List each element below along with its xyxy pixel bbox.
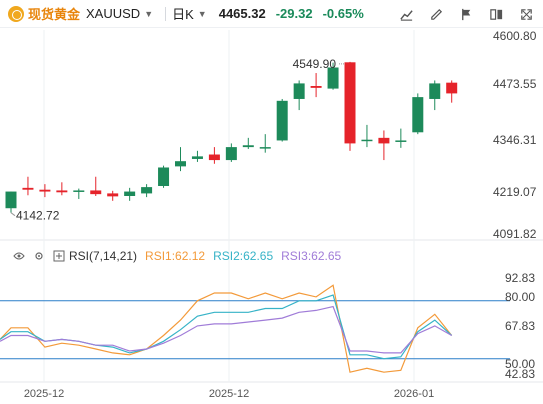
chart-toolbar: 现货黄金 XAUUSD ▼ 日K ▼ 4465.32 -29.32 -0.65% [0,0,543,28]
candle-body [225,147,237,161]
price-axis-tick: 4346.31 [493,133,537,147]
candle-body [22,187,34,190]
indicator-legend: RSI(7,14,21) RSI1:62.12 RSI2:62.65 RSI3:… [0,246,341,266]
rsi3-line [0,305,452,354]
candle-body [327,67,339,89]
candle-body [344,62,356,144]
candle-body [361,139,373,142]
high-price-label: 4549.90 [293,57,337,71]
candle-body [259,147,271,149]
period-chevron-down-icon[interactable]: ▼ [197,8,207,19]
candle-body [191,156,203,159]
price-axis-tick: 4091.82 [493,227,537,241]
price-change: -29.32 [275,6,313,21]
rsi1-value: RSI1:62.12 [145,249,206,263]
candle-body [412,97,424,133]
low-marker-line [10,212,16,217]
rsi-axis-tick: 92.83 [505,271,535,285]
candle-body [39,189,51,192]
symbol-code: XAUUSD [86,6,141,21]
fullscreen-icon[interactable] [515,4,537,24]
symbol-name: 现货黄金 [28,7,81,22]
candle-body [310,86,322,88]
price-axis-tick: 4473.55 [493,77,537,91]
candle-body [293,83,305,99]
divider [165,6,167,21]
candle-body [124,191,136,196]
toolbar-icons [387,4,537,24]
rsi-axis-tick: 80.00 [505,290,535,304]
layout-icon[interactable] [485,4,507,24]
price-axis-tick: 4219.07 [493,185,537,199]
candle-body [242,145,254,148]
low-price-label: 4142.72 [16,209,60,223]
candle-body [107,193,119,197]
price-change-percent: -0.65% [322,6,364,21]
candle-body [158,167,170,186]
candle-body [395,140,407,142]
candle-body [56,190,68,193]
chevron-down-icon: ▼ [144,8,154,19]
eye-icon[interactable] [12,249,26,263]
time-axis-tick: 2025-12 [24,388,64,400]
line-chart-icon[interactable] [395,4,417,24]
candle-body [446,82,458,94]
symbol-selector[interactable]: 现货黄金 XAUUSD ▼ [8,4,159,23]
price-axis-tick: 4600.80 [493,29,537,43]
indicator-name: RSI(7,14,21) [69,249,138,263]
candle-body [175,161,186,167]
candle-body [73,190,85,192]
candle-body [90,190,102,195]
time-axis-tick: 2025-12 [209,388,249,400]
last-price: 4465.32 [218,6,266,21]
flag-icon[interactable] [455,4,477,24]
time-axis-tick: 2026-01 [394,388,434,400]
candle-body [208,154,220,161]
rsi1-line [0,284,453,373]
candle-body [429,83,441,99]
draw-icon[interactable] [425,4,447,24]
candle-body [378,137,390,144]
gold-coin-icon [8,5,24,22]
gear-icon[interactable] [32,249,46,263]
candle-body [141,187,153,194]
period-selector[interactable]: 日K [172,7,194,22]
candle-body [5,191,17,209]
rsi2-line [0,294,453,360]
candle-body [276,100,288,141]
rsi-axis-tick: 42.83 [505,367,535,381]
add-indicator-icon[interactable] [52,249,66,263]
rsi-axis-tick: 50.00 [505,357,535,371]
rsi2-value: RSI2:62.65 [213,249,274,263]
rsi-axis-tick: 67.83 [505,319,535,333]
rsi3-value: RSI3:62.65 [281,249,342,263]
